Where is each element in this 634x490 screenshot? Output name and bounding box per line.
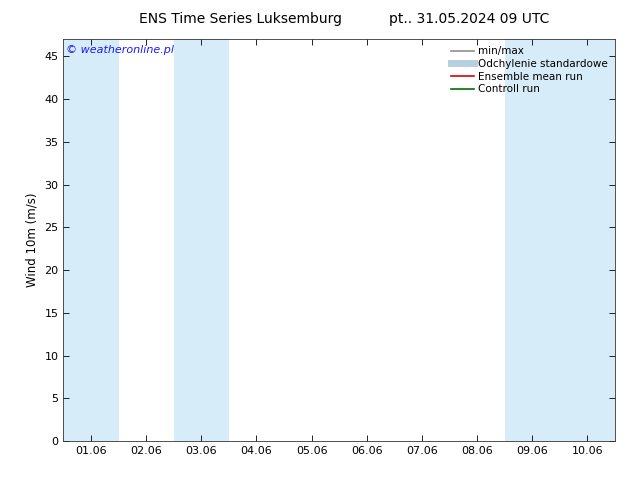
Text: ENS Time Series Luksemburg: ENS Time Series Luksemburg <box>139 12 342 26</box>
Bar <box>174 39 229 441</box>
Bar <box>505 39 560 441</box>
Legend: min/max, Odchylenie standardowe, Ensemble mean run, Controll run: min/max, Odchylenie standardowe, Ensembl… <box>449 45 610 97</box>
Y-axis label: Wind 10m (m/s): Wind 10m (m/s) <box>26 193 39 287</box>
Bar <box>560 39 615 441</box>
Text: © weatheronline.pl: © weatheronline.pl <box>66 45 174 55</box>
Text: pt.. 31.05.2024 09 UTC: pt.. 31.05.2024 09 UTC <box>389 12 549 26</box>
Bar <box>63 39 119 441</box>
